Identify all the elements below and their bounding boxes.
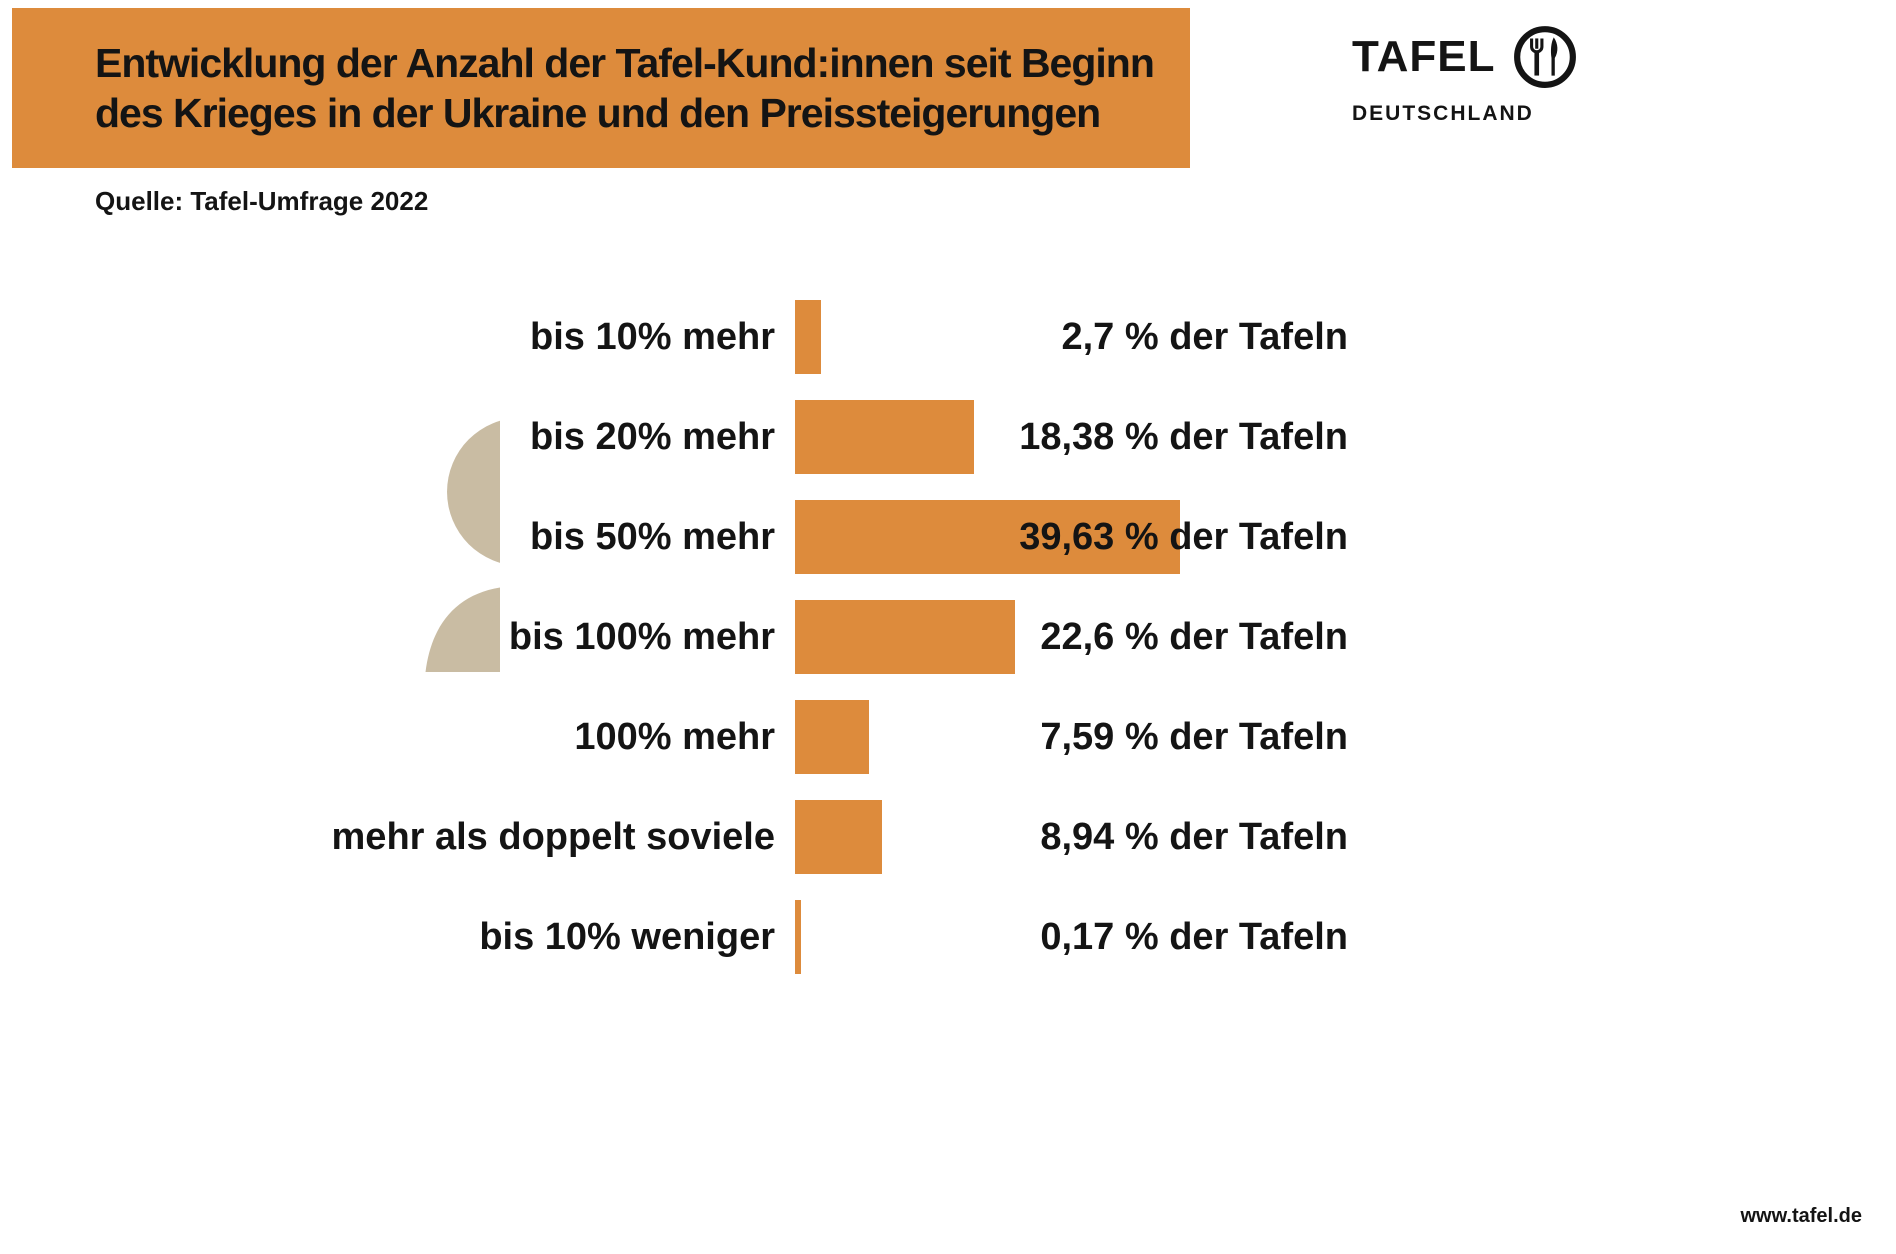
chart-row: mehr als doppelt soviele 8,94 % der Tafel…: [0, 800, 1896, 874]
source-label: Quelle: Tafel-Umfrage 2022: [95, 186, 429, 216]
bar-chart: bis 10% mehr 2,7 % der Tafeln bis 20% mehr…: [0, 300, 1896, 1090]
category-label: 100% mehr: [574, 716, 775, 758]
bar: [795, 400, 974, 474]
chart-row: bis 10% weniger 0,17 % der Tafeln: [0, 900, 1896, 974]
chart-row: bis 50% mehr 39,63 % der Tafeln: [0, 500, 1896, 574]
chart-title-line1: Entwicklung der Anzahl der Tafel-Kund:in…: [95, 39, 1155, 86]
value-label: 7,59 % der Tafeln: [1040, 716, 1348, 758]
bar: [795, 800, 882, 874]
bar: [795, 700, 869, 774]
value-label: 39,63 % der Tafeln: [1019, 516, 1348, 558]
value-label: 8,94 % der Tafeln: [1040, 816, 1348, 858]
chart-row: bis 100% mehr 22,6 % der Tafeln: [0, 600, 1896, 674]
logo-brand-text: TAFEL: [1352, 32, 1496, 81]
tafel-logo: TAFEL DEUTSCHLAND: [1352, 24, 1578, 126]
category-label: bis 50% mehr: [530, 516, 775, 558]
category-label: bis 100% mehr: [508, 616, 775, 658]
category-label: mehr als doppelt soviele: [331, 816, 775, 858]
category-label: bis 20% mehr: [530, 416, 775, 458]
bar: [795, 300, 821, 374]
value-label: 18,38 % der Tafeln: [1019, 416, 1348, 458]
category-label: bis 10% mehr: [530, 316, 775, 358]
bar: [795, 600, 1015, 674]
chart-row: 100% mehr 7,59 % der Tafeln: [0, 700, 1896, 774]
chart-row: bis 20% mehr 18,38 % der Tafeln: [0, 400, 1896, 474]
bar: [795, 900, 801, 974]
website-url: www.tafel.de: [1740, 1205, 1862, 1227]
logo-country-text: DEUTSCHLAND: [1352, 102, 1534, 125]
category-label: bis 10% weniger: [479, 916, 775, 958]
bar: [795, 500, 1180, 574]
title-banner: Entwicklung der Anzahl der Tafel-Kund:in…: [12, 8, 1190, 168]
value-label: 0,17 % der Tafeln: [1040, 916, 1348, 958]
value-label: 22,6 % der Tafeln: [1040, 616, 1348, 658]
value-label: 2,7 % der Tafeln: [1061, 316, 1348, 358]
cutlery-icon: [1512, 24, 1578, 90]
chart-title-line2: des Krieges in der Ukraine und den Preis…: [95, 90, 1101, 136]
chart-row: bis 10% mehr 2,7 % der Tafeln: [0, 300, 1896, 374]
